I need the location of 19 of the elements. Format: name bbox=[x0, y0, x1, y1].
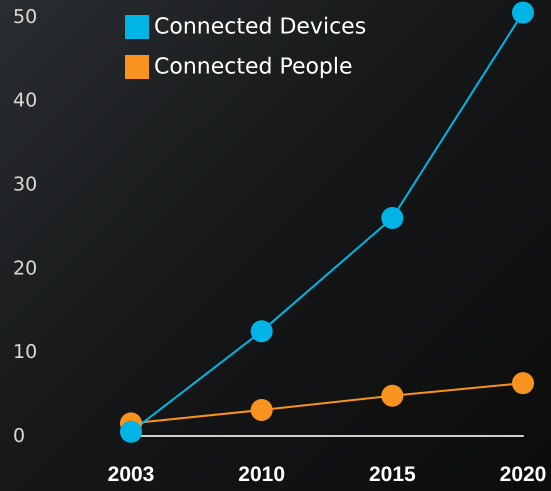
point bbox=[381, 384, 404, 407]
point bbox=[512, 2, 534, 24]
point bbox=[250, 399, 273, 421]
y-tick-label: 50 bbox=[13, 6, 38, 28]
y-tick-label: 0 bbox=[13, 425, 26, 447]
y-tick-label: 40 bbox=[13, 90, 38, 112]
x-tick-label: 2003 bbox=[108, 463, 154, 486]
x-tick-label: 2020 bbox=[500, 463, 546, 486]
y-tick-label: 20 bbox=[13, 257, 38, 280]
y-tick-label: 30 bbox=[13, 173, 38, 196]
point bbox=[381, 207, 404, 229]
point bbox=[120, 420, 142, 443]
x-tick-label: 2015 bbox=[368, 463, 416, 486]
legend-label: Connected Devices bbox=[154, 14, 366, 40]
legend-label: Connected People bbox=[154, 54, 353, 80]
y-tick-label: 10 bbox=[13, 341, 38, 364]
point bbox=[512, 372, 534, 394]
x-tick-label: 2010 bbox=[238, 463, 286, 486]
point bbox=[250, 320, 273, 342]
